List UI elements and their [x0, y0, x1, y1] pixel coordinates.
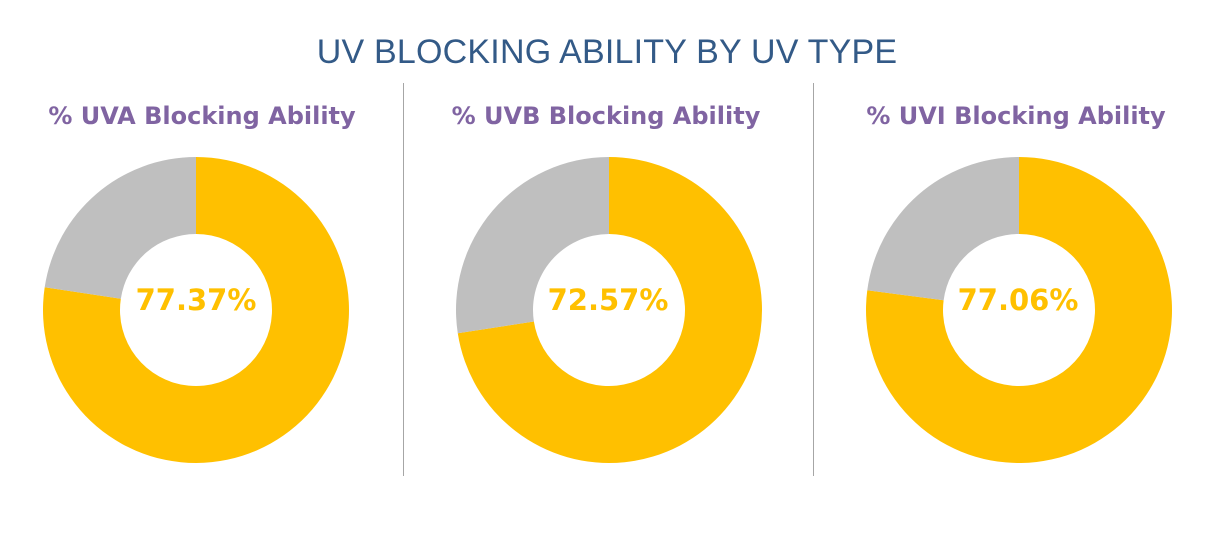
uvi-panel: % UVI Blocking Ability 77.06%	[814, 96, 1214, 496]
uva-remainder-slice	[44, 157, 197, 299]
uva-chart-title: % UVA Blocking Ability	[48, 102, 356, 130]
uvi-percent-label: 77.06%	[958, 283, 1079, 317]
main-title: UV BLOCKING ABILITY BY UV TYPE	[316, 33, 898, 71]
uva-blocked-slice	[42, 157, 349, 464]
uvb-panel: % UVB Blocking Ability 72.57%	[404, 96, 808, 496]
uvb-percent-label: 72.57%	[548, 283, 669, 317]
uva-percent-label: 77.37%	[136, 283, 257, 317]
divider-right	[813, 83, 814, 476]
uvi-donut-chart: 77.06%	[866, 157, 1172, 463]
uvb-blocked-slice	[457, 157, 762, 463]
uvi-remainder-slice	[867, 157, 1019, 301]
uvb-remainder-slice	[456, 157, 609, 334]
uvi-chart-title: % UVI Blocking Ability	[866, 102, 1166, 130]
uva-donut-chart: 77.37%	[42, 157, 349, 464]
uvb-chart-title: % UVB Blocking Ability	[451, 102, 761, 130]
uva-panel: % UVA Blocking Ability 77.37%	[0, 96, 404, 496]
uvb-donut-chart: 72.57%	[456, 157, 762, 463]
divider-left	[403, 83, 404, 476]
uvi-blocked-slice	[866, 157, 1172, 463]
